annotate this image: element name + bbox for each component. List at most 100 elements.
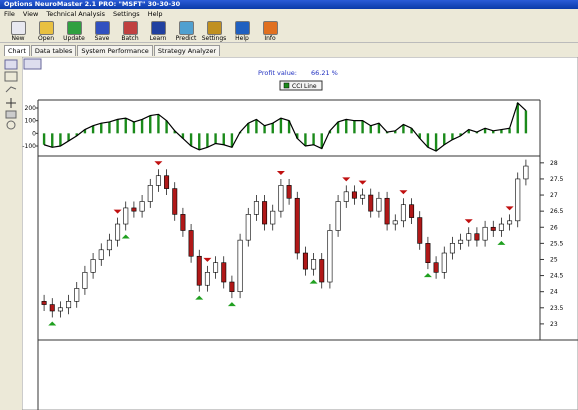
tool-icon[interactable] [6, 98, 16, 108]
toolbar-button[interactable]: Open [32, 19, 60, 42]
toolbar-button[interactable]: Predict [172, 19, 200, 42]
cci-bar [108, 121, 111, 134]
y-tick-label: 26.5 [550, 208, 564, 215]
cci-bar [198, 133, 201, 150]
candle-body [343, 191, 349, 202]
profit-value: 66.21 % [311, 69, 338, 77]
sell-signal [113, 209, 122, 214]
cci-bar [443, 133, 446, 145]
y-tick-label: 24 [550, 289, 558, 296]
cci-bar [124, 118, 127, 134]
sell-signal [276, 170, 285, 175]
chart-mode-button[interactable] [23, 58, 42, 70]
tool-icon[interactable] [6, 120, 16, 130]
toolbar-button[interactable]: Update [60, 19, 88, 42]
menu-item[interactable]: View [22, 10, 39, 18]
button-icon [10, 21, 26, 35]
candle-body [262, 201, 268, 225]
tool-icon[interactable] [5, 86, 17, 93]
cci-bar [508, 128, 511, 134]
candle-body [147, 185, 153, 202]
candle-body [384, 197, 390, 225]
sell-signal [505, 206, 514, 211]
candle-body [286, 185, 292, 199]
sell-signal [358, 180, 367, 185]
candle-body [57, 307, 63, 312]
tab[interactable]: System Performance [77, 45, 153, 56]
cci-bar [157, 114, 160, 134]
toolbar-button[interactable]: Info [256, 19, 284, 42]
cci-bar [42, 133, 46, 145]
candle-body [351, 191, 357, 199]
buy-signal [227, 302, 236, 307]
tab[interactable]: Strategy Analyzer [153, 45, 221, 56]
toolbar-button[interactable]: Learn [144, 19, 172, 42]
toolbar-button[interactable]: Settings [200, 19, 228, 42]
sell-signal [154, 161, 163, 166]
menu-item[interactable]: File [4, 10, 15, 18]
toolbar-button[interactable]: New [4, 19, 32, 42]
tool-icon[interactable] [4, 71, 18, 82]
cci-bar [426, 133, 430, 148]
menu-item[interactable]: Help [147, 10, 163, 18]
y-tick-label: 24.5 [550, 273, 564, 280]
menu-item[interactable]: Technical Analysis [46, 10, 106, 18]
sell-signal [399, 190, 408, 195]
cci-bar [410, 128, 413, 134]
candle-body [498, 223, 504, 231]
cci-bar [475, 132, 479, 134]
candle-body [523, 165, 529, 180]
cci-bar [132, 121, 136, 134]
candle-body [196, 255, 202, 286]
toolbar-button[interactable]: Save [88, 19, 116, 42]
cci-bar [451, 133, 454, 140]
button-label: Info [264, 35, 276, 42]
button-label: Save [94, 35, 110, 42]
title-bar: Options NeuroMaster 2.1 PRO: "MSFT" 30-3… [0, 0, 578, 9]
candle-body [98, 249, 104, 260]
candle-body [164, 175, 170, 189]
candle-body [425, 243, 431, 263]
tool-icon[interactable] [4, 59, 18, 70]
tab[interactable]: Data tables [30, 45, 77, 56]
candle-body [368, 194, 374, 212]
toolbar: New Open Update Save Batch Learn Predict Settin… [0, 19, 578, 43]
cci-bar [116, 119, 119, 134]
candle-body [294, 197, 300, 254]
cci-bar [181, 133, 185, 139]
y-tick-label: 25 [550, 256, 558, 263]
candle-body [139, 201, 145, 212]
y-tick-label: 100 [25, 118, 37, 125]
tab[interactable]: Chart [4, 45, 30, 56]
toolbar-button[interactable]: Batch [116, 19, 144, 42]
cci-bar [377, 123, 381, 134]
y-tick-label: 27 [550, 192, 558, 199]
candle-body [433, 262, 439, 273]
y-tick-label: 26 [550, 224, 558, 231]
candle-body [41, 301, 47, 305]
candle-body [123, 207, 129, 225]
cci-bar [336, 121, 340, 134]
cci-bar [353, 120, 356, 134]
button-icon [150, 21, 166, 35]
cci-bar [296, 133, 299, 139]
cci-bar [140, 119, 144, 134]
cci-bar [165, 120, 168, 134]
cci-bar [206, 133, 209, 148]
cci-bar [255, 119, 258, 134]
cci-bar [312, 133, 315, 145]
cci-bar [394, 130, 397, 134]
cci-bar [247, 123, 250, 134]
toolbar-button[interactable]: Help [228, 19, 256, 42]
cci-bar [59, 133, 62, 147]
candle-body [458, 239, 464, 244]
candle-body [400, 204, 406, 222]
tool-icon[interactable] [5, 110, 17, 119]
candle-body [237, 239, 243, 292]
button-icon [262, 21, 278, 35]
candle-body [49, 304, 55, 312]
candle-body [270, 210, 276, 225]
menu-item[interactable]: Settings [113, 10, 140, 18]
buy-signal [121, 234, 130, 239]
y-tick-label: 27.5 [550, 176, 564, 183]
